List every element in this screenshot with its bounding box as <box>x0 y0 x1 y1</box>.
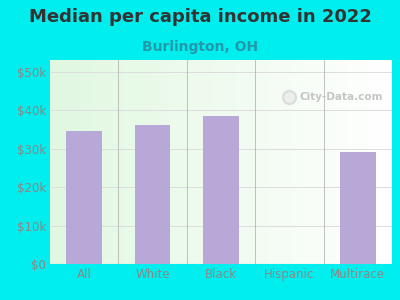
Bar <box>66 131 102 264</box>
Text: Burlington, OH: Burlington, OH <box>142 40 258 55</box>
Text: City-Data.com: City-Data.com <box>300 92 383 102</box>
Bar <box>340 152 376 264</box>
Text: Median per capita income in 2022: Median per capita income in 2022 <box>28 8 372 26</box>
Bar <box>203 116 239 264</box>
Bar <box>135 125 170 264</box>
